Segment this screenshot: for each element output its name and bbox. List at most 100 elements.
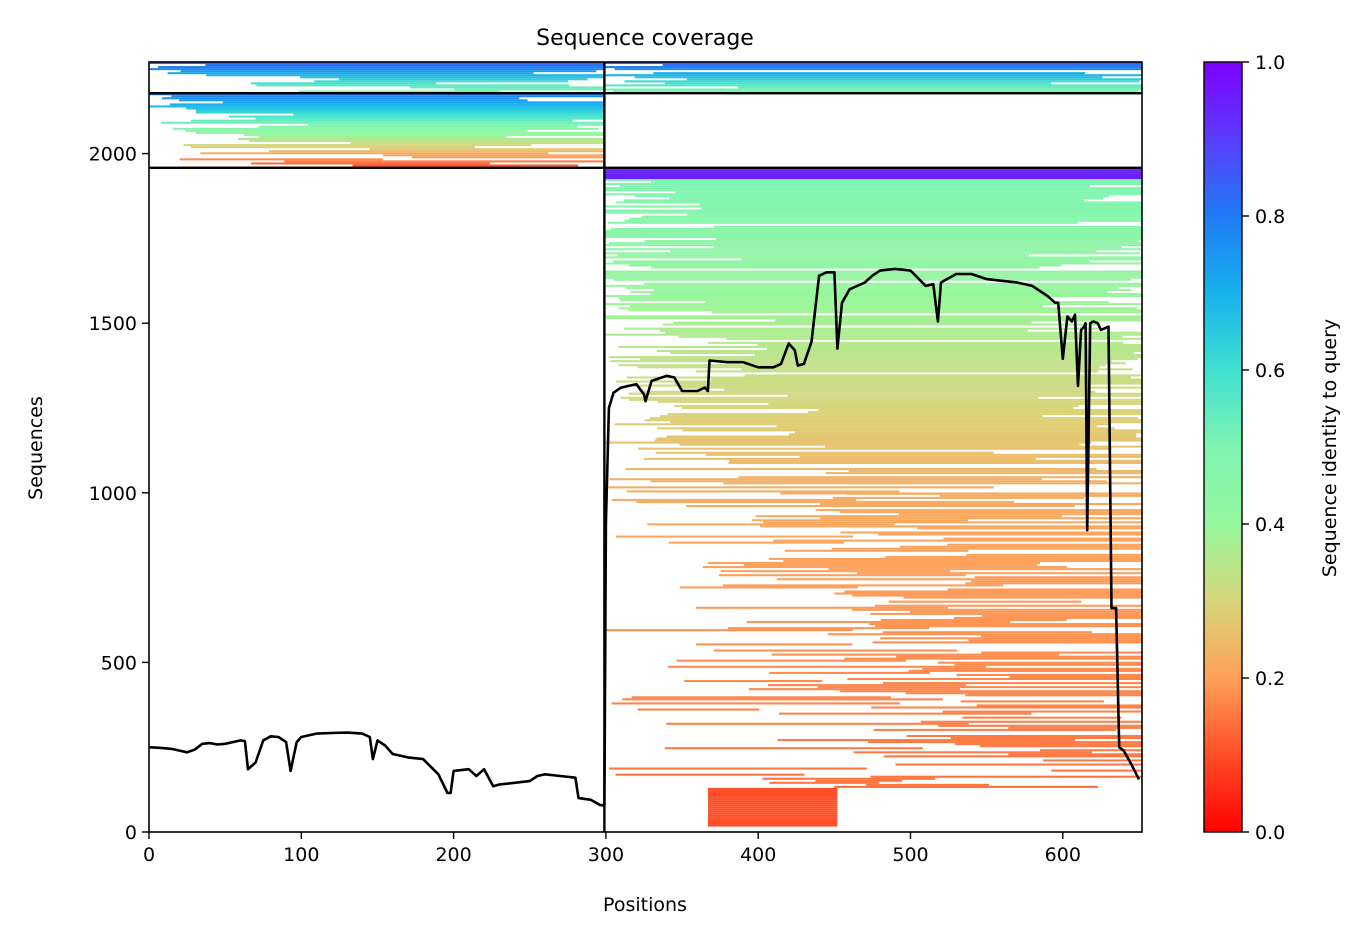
heatmap-row xyxy=(249,140,605,143)
heatmap-row xyxy=(1040,749,1142,752)
heatmap-row xyxy=(604,193,1142,196)
heatmap-row xyxy=(776,425,1097,428)
heatmap-row xyxy=(268,150,605,153)
heatmap-row xyxy=(853,751,1092,754)
heatmap-row xyxy=(877,533,1142,536)
y-tick-label: 500 xyxy=(101,652,137,674)
heatmap-row xyxy=(852,594,1142,597)
heatmap-row xyxy=(604,84,1142,87)
heatmap-row xyxy=(650,181,1142,184)
heatmap-row xyxy=(222,101,605,104)
heatmap-row xyxy=(607,221,1078,224)
heatmap-row xyxy=(744,374,1141,377)
heatmap-row xyxy=(779,712,1032,715)
heatmap-row xyxy=(746,621,1011,624)
heatmap-row xyxy=(258,125,578,128)
heatmap-row xyxy=(678,335,1123,338)
heatmap-row xyxy=(293,113,605,116)
heatmap-row xyxy=(950,737,1142,740)
heatmap-row xyxy=(667,665,987,668)
heatmap-row xyxy=(655,451,994,454)
heatmap-row xyxy=(604,284,1142,287)
heatmap-row xyxy=(666,722,969,725)
coverage-line xyxy=(149,267,1141,807)
heatmap-row xyxy=(970,580,1142,583)
heatmap-row xyxy=(674,382,1142,385)
heatmap-row xyxy=(707,818,838,821)
heatmap-row xyxy=(618,364,1106,367)
heatmap-row xyxy=(775,319,1142,322)
colorbar-ticks: 0.0 0.2 0.4 0.6 0.8 1.0 xyxy=(1242,52,1285,844)
heatmap-row xyxy=(656,349,1142,353)
heatmap-row xyxy=(604,175,1142,179)
heatmap-row xyxy=(250,82,437,85)
heatmap-row xyxy=(662,64,1142,67)
heatmap-row xyxy=(670,421,1142,424)
heatmap-row xyxy=(206,74,605,77)
x-axis-label: Positions xyxy=(603,894,687,916)
heatmap-row xyxy=(604,88,1142,91)
heatmap-row xyxy=(664,82,1052,85)
plot-frame xyxy=(148,61,1143,833)
x-tick-label: 500 xyxy=(892,844,928,866)
heatmap-row xyxy=(644,240,1139,243)
heatmap-row xyxy=(350,142,605,145)
x-tick-label: 600 xyxy=(1045,844,1081,866)
heatmap-row xyxy=(702,566,1068,569)
y-tick-label: 1000 xyxy=(89,483,137,505)
heatmap-row xyxy=(898,513,1142,516)
heatmap-row xyxy=(284,160,605,163)
y-tick-label: 2000 xyxy=(89,144,137,166)
heatmap-row xyxy=(701,207,1142,210)
heatmap-row xyxy=(616,201,1142,204)
heatmap-row xyxy=(634,195,1109,198)
heatmap-row xyxy=(699,203,1142,206)
heatmap-row xyxy=(180,70,597,73)
heatmap-row xyxy=(815,779,903,782)
heatmap-row xyxy=(965,582,1142,585)
heatmap-row xyxy=(628,309,1142,312)
heatmap-row xyxy=(908,669,1142,672)
heatmap-row xyxy=(615,535,853,538)
heatmap-row xyxy=(628,264,1062,267)
heatmap-row xyxy=(200,152,549,155)
heatmap-row xyxy=(783,559,1142,562)
heatmap-row xyxy=(883,682,1142,685)
heatmap-row xyxy=(612,260,1090,263)
heatmap-row xyxy=(604,262,1142,265)
heatmap-row xyxy=(776,578,1142,581)
heatmap-row xyxy=(707,794,838,797)
heatmap-row xyxy=(604,244,1142,247)
heatmap-row xyxy=(611,702,900,705)
heatmap-row xyxy=(917,527,1142,530)
heatmap-row xyxy=(883,755,1142,758)
heatmap-row xyxy=(604,441,1092,444)
heatmap-row xyxy=(922,667,1142,670)
heatmap-row xyxy=(616,380,1142,383)
heatmap-row xyxy=(658,400,1142,403)
heatmap-row xyxy=(943,537,1142,540)
colorbar-tick-label: 0.0 xyxy=(1255,822,1285,844)
heatmap-row xyxy=(205,64,605,67)
heatmap-row xyxy=(718,574,966,577)
heatmap-row xyxy=(834,785,1099,788)
heatmap-row xyxy=(606,317,1142,320)
heatmap-row xyxy=(608,242,1142,245)
heatmap-row xyxy=(411,156,605,159)
heatmap-row xyxy=(195,109,605,112)
heatmap-row xyxy=(707,789,838,792)
heatmap-row xyxy=(604,233,1142,237)
heatmap-row xyxy=(728,461,1142,464)
colorbar-tick-label: 0.6 xyxy=(1255,360,1285,382)
heatmap-row xyxy=(622,698,943,701)
heatmap-row xyxy=(654,439,1142,442)
heatmap-row xyxy=(738,86,1142,89)
heatmap-row xyxy=(614,68,1142,71)
heatmap-row xyxy=(679,443,1080,446)
heatmap-row xyxy=(875,625,1142,628)
heatmap-row xyxy=(705,301,1109,304)
heatmap-row xyxy=(659,415,1043,418)
heatmap-row xyxy=(637,366,1100,369)
heatmap-row xyxy=(659,329,1028,332)
x-tick-label: 100 xyxy=(283,844,319,866)
